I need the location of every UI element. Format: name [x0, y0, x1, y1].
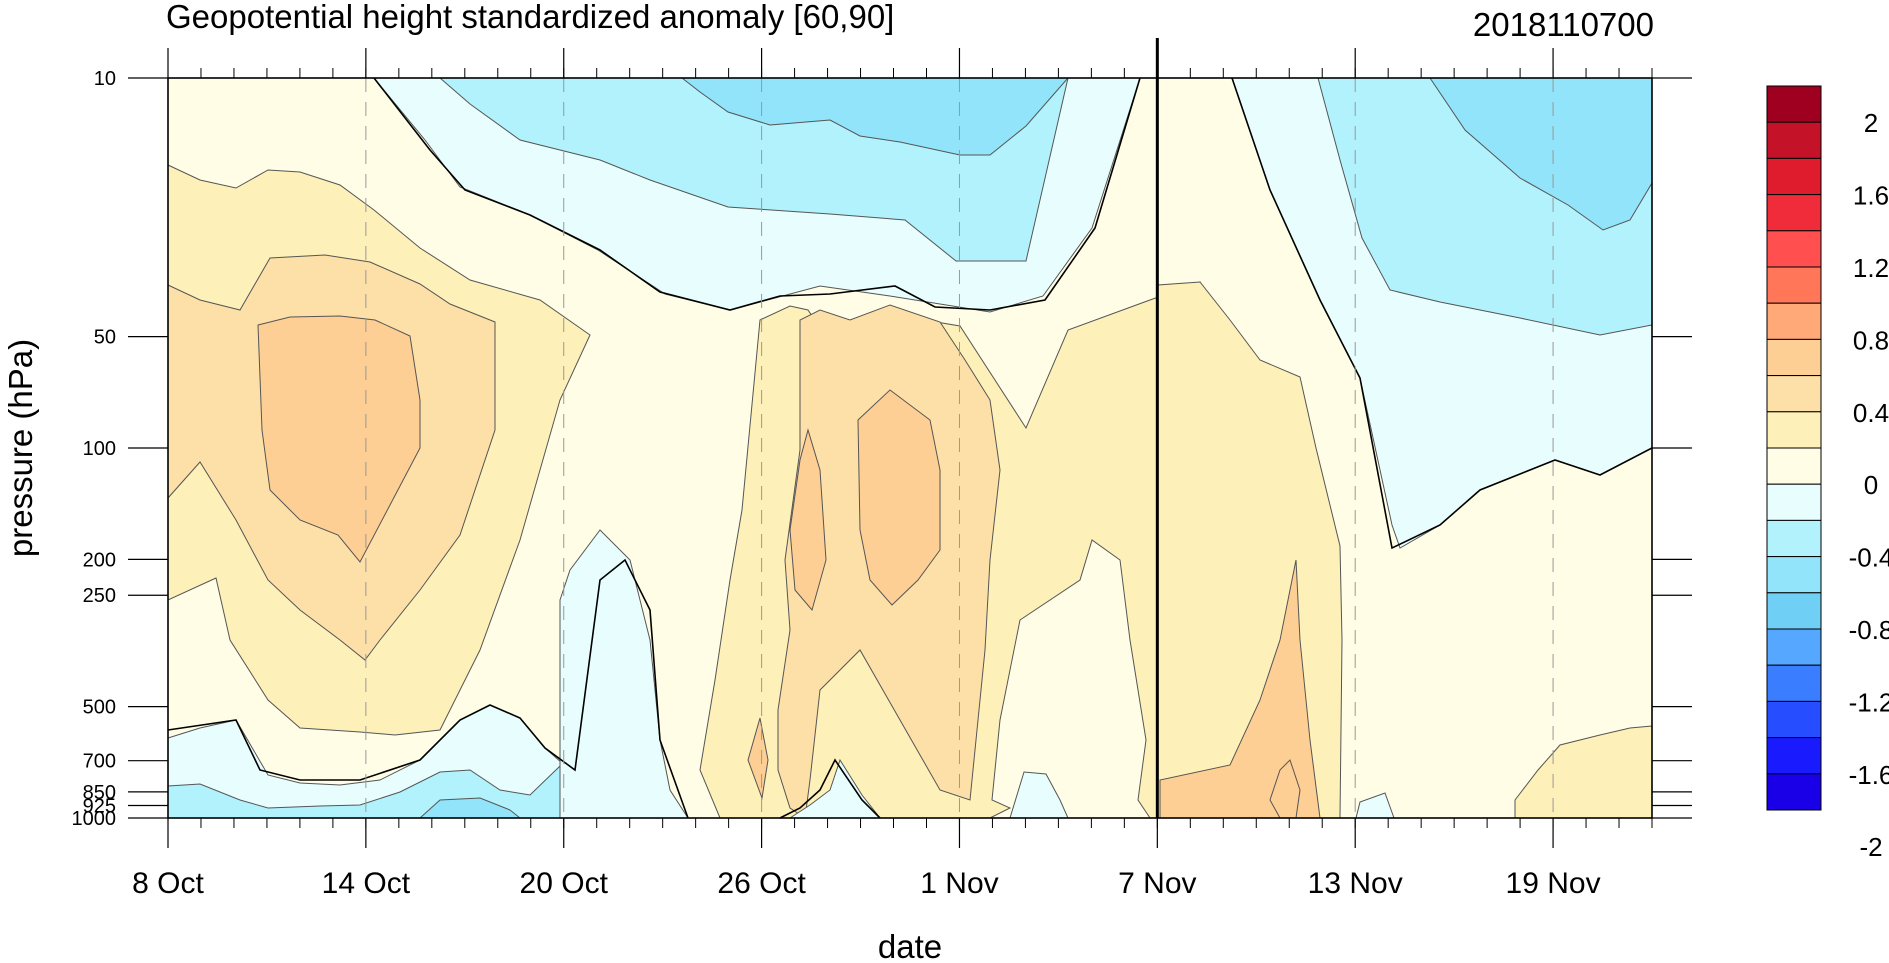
colorbar-swatch: [1766, 375, 1822, 413]
colorbar-label: 0.8: [1853, 325, 1889, 355]
colorbar-label: -1.2: [1849, 687, 1889, 717]
colorbar-swatch: [1766, 664, 1822, 702]
colorbar-swatch: [1766, 266, 1822, 304]
contour-lines: [167, 77, 1653, 819]
colorbar-label: -0.8: [1849, 615, 1889, 645]
colorbar-swatch: [1766, 628, 1822, 666]
colorbar-swatch: [1766, 85, 1822, 123]
colorbar-label: 2: [1864, 108, 1878, 138]
colorbar-swatch: [1766, 121, 1822, 159]
colorbar-label: -0.4: [1849, 543, 1889, 573]
contour-fills: [167, 77, 1653, 819]
colorbar-swatch: [1766, 700, 1822, 739]
colorbar-swatch: [1766, 556, 1822, 594]
y-axis-label: pressure (hPa): [2, 339, 39, 557]
contour-mid-pos-06c: [747, 717, 769, 800]
x-tick-label: 26 Oct: [717, 867, 806, 900]
y-tick-label: 10: [94, 68, 116, 90]
y-tick-label: 50: [94, 327, 116, 349]
colorbar-swatch: [1766, 302, 1822, 340]
contour-line-mid-zero: [779, 758, 881, 819]
colorbar-label: 0: [1864, 470, 1878, 500]
y-tick-label: 250: [83, 585, 116, 607]
colorbar-swatch: [1766, 157, 1822, 196]
contour-line-upper-zero: [373, 77, 1141, 311]
colorbar-label: 1.6: [1853, 181, 1889, 211]
y-tick-label: 1000: [72, 808, 117, 830]
colorbar-label: -2: [1859, 832, 1882, 862]
x-axis-label: date: [878, 928, 942, 963]
colorbar-swatch: [1766, 194, 1822, 232]
colorbar-swatch: [1766, 519, 1822, 558]
y-tick-label: 850: [83, 782, 116, 804]
y-tick-label: 100: [83, 438, 116, 460]
contour-line-bl-zero: [167, 558, 689, 819]
y-tick-label: 700: [83, 751, 116, 773]
colorbar-swatch: [1766, 592, 1822, 630]
x-tick-label: 14 Oct: [322, 867, 411, 900]
date-label: 2018110700: [1473, 6, 1654, 43]
x-tick-label: 1 Nov: [920, 867, 998, 900]
colorbar: 2 1.6 1.2 0.8 0.4 0 -0.4 -0.8 -1.2 -1.6 -2: [1766, 85, 1889, 862]
y-tick-label: 500: [83, 697, 116, 719]
contour-mid-pos-06a: [789, 428, 827, 612]
colorbar-label: 1.2: [1853, 253, 1889, 283]
colorbar-swatch: [1766, 338, 1822, 377]
date-gridlines: [365, 78, 1554, 818]
contour-left-pos-06: [257, 315, 421, 563]
contour-line-right-zero: [1231, 77, 1653, 550]
x-tick-label: 19 Nov: [1506, 867, 1601, 900]
x-tick-label: 13 Nov: [1308, 867, 1403, 900]
colorbar-swatch: [1766, 230, 1822, 268]
contour-mid-pos-06b: [857, 389, 941, 606]
colorbar-label: -1.6: [1849, 760, 1889, 790]
y-tick-label: 925: [83, 795, 116, 817]
plot-axes: 8 Oct 14 Oct 20 Oct 26 Oct 1 Nov 7 Nov 13 Nov 1…: [72, 38, 1692, 900]
chart-title: Geopotential height standardized anomaly…: [166, 0, 894, 35]
x-tick-label: 8 Oct: [132, 867, 204, 900]
colorbar-swatch: [1766, 737, 1822, 775]
colorbar-swatch: [1766, 447, 1822, 485]
x-tick-label: 7 Nov: [1118, 867, 1196, 900]
x-tick-label: 20 Oct: [520, 867, 609, 900]
colorbar-swatch: [1766, 483, 1822, 521]
colorbar-swatch: [1766, 773, 1822, 811]
colorbar-label: 0.4: [1853, 398, 1889, 428]
colorbar-swatch: [1766, 411, 1822, 449]
y-tick-label: 200: [83, 549, 116, 571]
plot-frame: [167, 77, 1653, 819]
contour-upper-neg-06: [680, 77, 1070, 156]
contour-rmid-pos-06: [1159, 559, 1321, 819]
